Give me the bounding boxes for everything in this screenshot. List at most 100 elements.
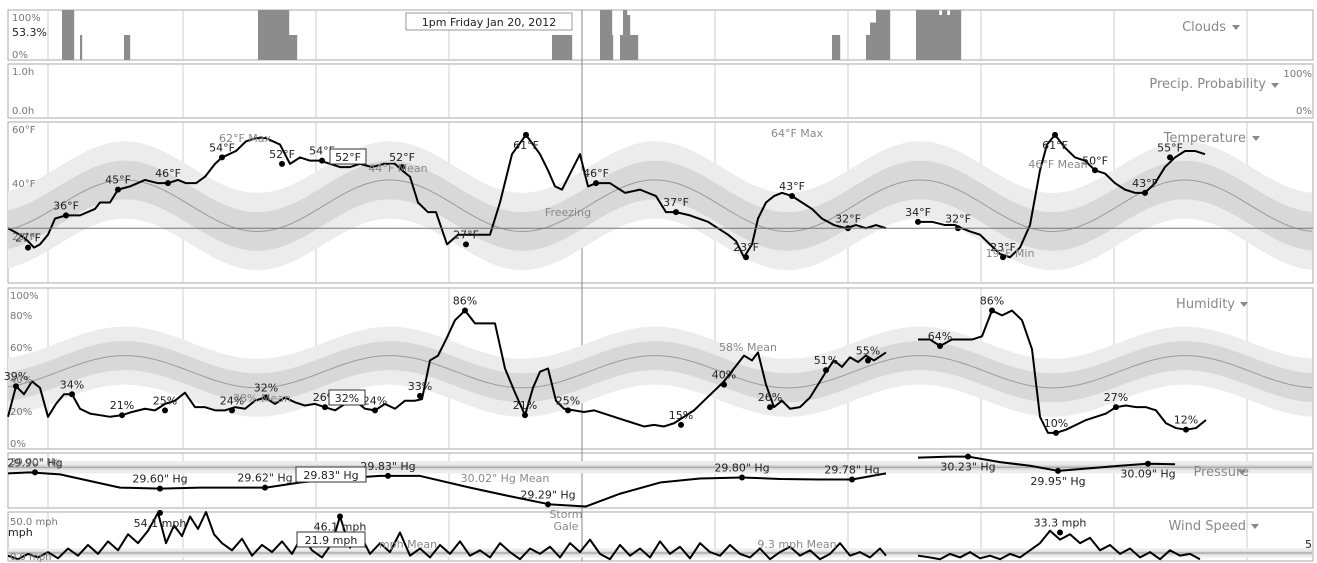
data-point[interactable] bbox=[157, 485, 163, 492]
data-point[interactable] bbox=[463, 241, 469, 248]
cloud-bar bbox=[271, 10, 273, 60]
cloud-bar bbox=[960, 10, 962, 60]
data-point[interactable] bbox=[523, 131, 529, 138]
data-point[interactable] bbox=[1092, 167, 1098, 174]
data-point[interactable] bbox=[462, 307, 468, 314]
cloud-bar bbox=[264, 10, 266, 60]
data-point[interactable] bbox=[219, 154, 225, 161]
cloud-bar bbox=[839, 35, 841, 60]
cloud-bar bbox=[607, 10, 609, 60]
data-point[interactable] bbox=[1057, 529, 1063, 536]
cloud-bar bbox=[269, 10, 271, 60]
data-point[interactable] bbox=[673, 209, 679, 216]
data-point[interactable] bbox=[157, 509, 163, 516]
data-point[interactable] bbox=[1183, 426, 1189, 433]
chevron-down-icon[interactable] bbox=[1240, 302, 1248, 307]
cloud-bar bbox=[955, 10, 957, 60]
data-point[interactable] bbox=[743, 254, 749, 261]
cloud-bar bbox=[258, 10, 260, 60]
data-point[interactable] bbox=[545, 501, 551, 508]
data-point[interactable] bbox=[399, 164, 405, 171]
data-point[interactable] bbox=[32, 469, 38, 476]
data-point[interactable] bbox=[337, 513, 343, 520]
data-point[interactable] bbox=[739, 474, 745, 481]
data-point[interactable] bbox=[721, 381, 727, 388]
data-point[interactable] bbox=[1145, 460, 1151, 467]
data-point[interactable] bbox=[63, 212, 69, 219]
cloud-bar bbox=[129, 35, 131, 60]
data-point[interactable] bbox=[319, 157, 325, 164]
humidity-tick-0: 0% bbox=[10, 439, 26, 450]
chevron-down-icon[interactable] bbox=[1252, 136, 1260, 141]
data-point[interactable] bbox=[69, 391, 75, 398]
data-point[interactable] bbox=[593, 180, 599, 187]
data-point[interactable] bbox=[989, 307, 995, 314]
cloud-bar bbox=[881, 10, 883, 60]
data-point[interactable] bbox=[322, 404, 328, 411]
data-point[interactable] bbox=[849, 476, 855, 483]
data-point[interactable] bbox=[1055, 467, 1061, 474]
cloud-bar bbox=[866, 35, 868, 60]
mean-line bbox=[7, 179, 1313, 232]
data-point[interactable] bbox=[25, 244, 31, 251]
cloud-bar bbox=[917, 10, 919, 60]
cloud-bar bbox=[569, 35, 571, 60]
chevron-down-icon[interactable] bbox=[1271, 83, 1279, 88]
cloud-bar bbox=[64, 10, 66, 60]
cloud-bar bbox=[621, 35, 623, 60]
data-point[interactable] bbox=[385, 472, 391, 479]
data-point[interactable] bbox=[767, 404, 773, 411]
chevron-down-icon[interactable] bbox=[1238, 470, 1246, 475]
cloud-bar bbox=[270, 10, 272, 60]
data-point[interactable] bbox=[262, 484, 268, 491]
data-point[interactable] bbox=[1142, 189, 1148, 196]
cloud-bar bbox=[125, 35, 127, 60]
data-point[interactable] bbox=[1113, 404, 1119, 411]
cloud-bar bbox=[284, 10, 286, 60]
data-label: 29.62" Hg bbox=[237, 472, 292, 485]
chevron-down-icon[interactable] bbox=[1251, 524, 1259, 529]
data-point[interactable] bbox=[1052, 131, 1058, 138]
data-label: 34% bbox=[60, 378, 84, 391]
cloud-bar bbox=[877, 10, 879, 60]
data-point[interactable] bbox=[119, 412, 125, 419]
temp-tick-60: 60°F bbox=[12, 125, 36, 136]
data-point[interactable] bbox=[789, 193, 795, 200]
data-point[interactable] bbox=[165, 180, 171, 187]
cloud-bar bbox=[926, 10, 928, 60]
cloud-bar bbox=[836, 35, 838, 60]
data-point[interactable] bbox=[678, 421, 684, 428]
data-point[interactable] bbox=[1167, 154, 1173, 161]
data-point[interactable] bbox=[1000, 254, 1006, 261]
data-point[interactable] bbox=[823, 367, 829, 374]
cloud-bar bbox=[878, 10, 880, 60]
data-point[interactable] bbox=[13, 383, 19, 390]
data-point[interactable] bbox=[229, 407, 235, 414]
data-point[interactable] bbox=[417, 392, 423, 399]
data-point[interactable] bbox=[263, 394, 269, 401]
cloud-bar bbox=[937, 10, 939, 60]
data-point[interactable] bbox=[915, 218, 921, 225]
data-point[interactable] bbox=[1053, 429, 1059, 436]
data-point[interactable] bbox=[865, 357, 871, 364]
data-point[interactable] bbox=[565, 407, 571, 414]
data-point[interactable] bbox=[115, 186, 121, 193]
data-point[interactable] bbox=[965, 453, 971, 460]
data-point[interactable] bbox=[937, 342, 943, 349]
tooltip-box bbox=[405, 12, 573, 31]
data-point[interactable] bbox=[279, 160, 285, 167]
cursor-value-box bbox=[295, 466, 367, 483]
cloud-bar bbox=[564, 35, 566, 60]
data-point[interactable] bbox=[372, 407, 378, 414]
data-label: 29.95" Hg bbox=[1030, 475, 1085, 488]
cloud-bar bbox=[620, 35, 622, 60]
chevron-down-icon[interactable] bbox=[1232, 25, 1240, 30]
data-point[interactable] bbox=[162, 407, 168, 414]
data-point[interactable] bbox=[522, 412, 528, 419]
cloud-bar bbox=[290, 35, 292, 60]
cloud-bar bbox=[288, 10, 290, 60]
gale-label: Gale bbox=[553, 520, 578, 533]
pressure-mean-label: 30.02" Hg Mean bbox=[461, 472, 550, 485]
cloud-bar bbox=[923, 10, 925, 60]
